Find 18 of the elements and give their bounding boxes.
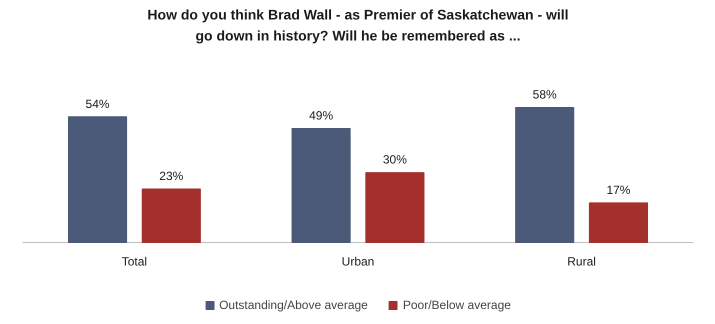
data-label: 30% [382,152,408,167]
data-label: 54% [86,96,110,111]
x-tick-label: Urban [342,254,374,268]
bar [68,116,128,243]
bar [292,128,351,243]
data-label: 49% [309,108,334,122]
legend-label: Outstanding/Above average [219,298,368,312]
data-label: 58% [532,88,558,102]
data-label: 17% [606,182,631,197]
x-tick-label: Rural [567,254,596,268]
bar [142,188,201,243]
x-tick-label: Total [122,254,148,268]
chart-title: How do you think Brad Wall - as Premier of Saskatchewan - will go down in history? Will he be remembered as ... [147,6,569,44]
bar [365,172,424,243]
bar [588,202,648,243]
legend-label: Poor/Below average [402,298,511,312]
bar [515,107,574,243]
data-label: 23% [159,168,184,183]
